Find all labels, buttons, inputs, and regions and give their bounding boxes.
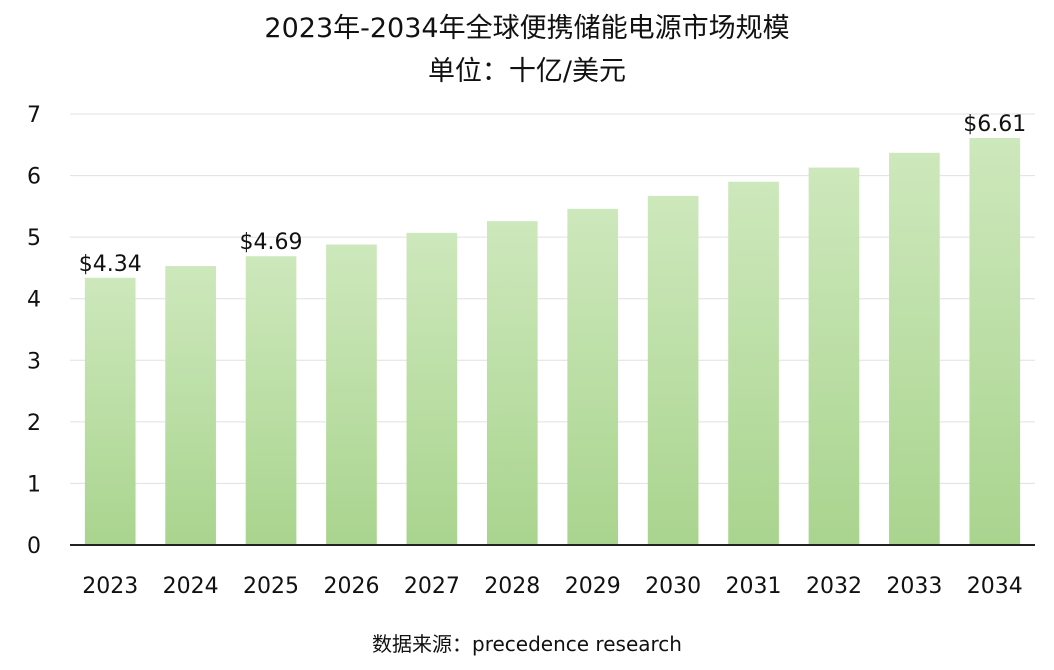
bar-2028 — [486, 221, 538, 546]
x-tick-label: 2026 — [323, 574, 379, 599]
x-tick-label: 2024 — [163, 574, 219, 599]
bar-2029 — [567, 208, 619, 545]
y-tick-label: 5 — [27, 226, 41, 251]
bars — [84, 138, 1021, 546]
x-tick-label: 2027 — [404, 574, 460, 599]
x-tick-label: 2029 — [565, 574, 621, 599]
y-tick-label: 7 — [27, 103, 41, 128]
bar-2025 — [245, 256, 297, 545]
x-tick-label: 2034 — [967, 574, 1023, 599]
x-tick-label: 2032 — [806, 574, 862, 599]
bar-2032 — [808, 167, 860, 545]
y-tick-label: 2 — [27, 411, 41, 436]
x-tick-label: 2025 — [243, 574, 299, 599]
x-tick-label: 2031 — [726, 574, 782, 599]
y-tick-label: 1 — [27, 472, 41, 497]
bar-2026 — [326, 244, 377, 545]
bar-2034 — [969, 138, 1021, 545]
data-label: $6.61 — [963, 112, 1026, 137]
x-tick-label: 2030 — [645, 574, 701, 599]
x-axis-ticks: 2023 2024 2025 2026 2027 2028 2029 2030 2031 2032… — [82, 574, 1023, 599]
bar-2030 — [647, 195, 699, 545]
source-note: 数据来源：precedence research — [372, 632, 682, 656]
bar-2024 — [165, 266, 216, 545]
y-tick-label: 0 — [27, 534, 41, 559]
data-label: $4.69 — [240, 230, 303, 255]
x-tick-label: 2033 — [886, 574, 942, 599]
y-tick-label: 4 — [27, 288, 41, 313]
chart-subtitle: 单位：十亿/美元 — [427, 56, 627, 87]
bar-2027 — [406, 232, 458, 545]
x-tick-label: 2023 — [82, 574, 138, 599]
y-tick-label: 6 — [27, 165, 41, 190]
bar-2023 — [84, 277, 136, 545]
gridlines — [70, 113, 1035, 484]
y-axis-ticks: 0 1 2 3 4 5 6 7 — [27, 103, 41, 559]
y-tick-label: 3 — [27, 349, 41, 374]
data-label: $4.34 — [79, 252, 142, 277]
bar-2031 — [728, 181, 779, 545]
data-labels: $4.34 $4.69 $6.61 — [79, 112, 1027, 277]
chart-title: 2023年-2034年全球便携储能电源市场规模 — [264, 13, 790, 44]
bar-2033 — [889, 152, 940, 546]
x-tick-label: 2028 — [484, 574, 540, 599]
